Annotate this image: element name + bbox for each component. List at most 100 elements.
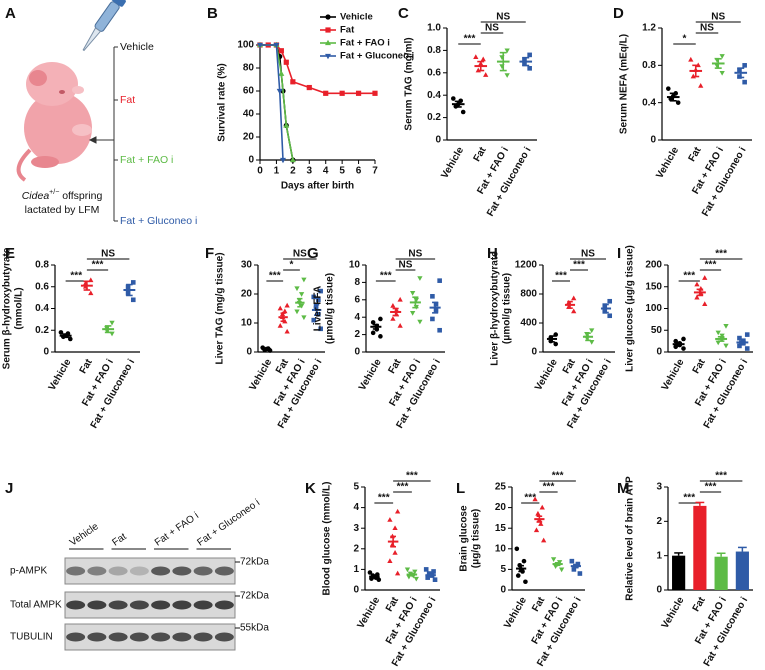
y-tick-label: 6 xyxy=(354,294,360,305)
data-point xyxy=(367,570,373,575)
data-point xyxy=(532,496,538,502)
data-point xyxy=(433,301,439,307)
group-label: Fat xyxy=(120,94,135,106)
x-axis-label: Days after birth xyxy=(281,181,354,192)
panel-letter: K xyxy=(305,480,316,497)
blot-band xyxy=(151,600,171,610)
data-point xyxy=(394,508,401,514)
data-point xyxy=(571,567,577,572)
genotype-superscript: +/− xyxy=(49,189,59,196)
data-point xyxy=(688,56,694,62)
x-tick-label: Vehicle xyxy=(247,357,274,393)
data-point xyxy=(392,550,398,555)
y-tick-label: 4 xyxy=(354,312,360,323)
significance-label: *** xyxy=(552,471,564,482)
series-point xyxy=(280,157,286,164)
data-point xyxy=(521,558,527,564)
data-point xyxy=(719,54,725,59)
y-axis-label: (μmol/g tissue) xyxy=(502,273,513,344)
y-tick-label: 15 xyxy=(495,523,507,534)
row-label: TUBULIN xyxy=(10,632,53,643)
data-point xyxy=(130,297,136,303)
data-point xyxy=(397,323,403,328)
blot-band xyxy=(108,632,128,642)
genotype: Cidea xyxy=(22,190,50,202)
y-tick-label: 1 xyxy=(353,564,359,575)
data-point xyxy=(698,82,704,88)
blot-band xyxy=(129,566,149,576)
blot-band xyxy=(129,600,149,610)
y-tick-label: 0 xyxy=(353,585,359,596)
y-axis-label: Liver FFA xyxy=(313,286,324,332)
legend-marker xyxy=(325,14,331,20)
x-tick-label: Fat xyxy=(561,357,578,376)
blot-band xyxy=(108,600,128,610)
bar xyxy=(693,505,707,590)
data-point xyxy=(553,341,559,347)
blot-band xyxy=(214,632,234,642)
data-point xyxy=(298,292,305,297)
data-point xyxy=(277,323,283,328)
data-point xyxy=(394,570,401,576)
panel-letter: I xyxy=(617,245,621,262)
x-tick-label: Vehicle xyxy=(660,357,687,393)
data-point xyxy=(318,288,323,294)
data-point xyxy=(541,537,547,543)
significance-label: *** xyxy=(524,493,536,504)
significance-label: *** xyxy=(683,271,695,282)
data-point xyxy=(316,312,321,317)
y-axis-label: Liver TAG (mg/g tissue) xyxy=(215,252,226,364)
y-axis-label: Liver β-hydroxybutyrate xyxy=(490,251,501,366)
pup-illustration xyxy=(16,62,92,182)
blot-band xyxy=(87,600,107,610)
data-point xyxy=(483,72,489,77)
data-point xyxy=(392,525,398,531)
data-point xyxy=(737,343,742,349)
data-point xyxy=(413,576,419,582)
blot-band xyxy=(193,600,213,610)
y-tick-label: 1 xyxy=(656,550,662,561)
y-tick-label: 0 xyxy=(531,347,537,358)
data-point xyxy=(412,569,418,575)
y-tick-label: 400 xyxy=(520,318,537,329)
legend-label: Fat + Gluconeo i xyxy=(340,51,414,62)
data-point xyxy=(694,281,700,287)
y-tick-label: 5 xyxy=(500,564,506,575)
y-tick-label: 0.2 xyxy=(427,112,441,123)
data-point xyxy=(130,280,136,285)
data-point xyxy=(607,298,613,304)
panel-letter: H xyxy=(487,245,498,262)
panel-letter: E xyxy=(5,245,15,262)
series-point xyxy=(290,79,296,85)
blot-band xyxy=(172,566,192,576)
x-tick-label: 1 xyxy=(274,166,280,177)
group-bracket xyxy=(88,46,118,222)
data-point xyxy=(301,277,307,283)
series-point xyxy=(339,90,345,96)
data-point xyxy=(539,504,545,510)
blot-band xyxy=(66,600,86,610)
data-point xyxy=(527,52,532,58)
bar xyxy=(735,551,749,590)
y-axis-label: (μg/g tissue) xyxy=(471,509,482,568)
data-point xyxy=(426,571,432,576)
significance-label: *** xyxy=(378,493,390,504)
data-point xyxy=(437,327,442,333)
y-tick-label: 10 xyxy=(241,318,253,329)
data-point xyxy=(387,558,393,563)
panel-letter: C xyxy=(398,5,409,22)
size-label: 55kDa xyxy=(240,623,269,634)
y-tick-label: 30 xyxy=(241,260,253,271)
lane-label: Fat xyxy=(110,531,128,548)
blot-band xyxy=(193,566,213,576)
data-point xyxy=(311,317,317,323)
x-tick-label: Vehicle xyxy=(47,357,74,393)
data-point xyxy=(282,308,288,314)
significance-label: NS xyxy=(581,249,595,260)
y-tick-label: 5 xyxy=(353,482,359,493)
y-tick-label: 1200 xyxy=(515,260,538,271)
series-point xyxy=(306,84,312,91)
data-point xyxy=(370,330,376,336)
series-point xyxy=(372,90,378,96)
